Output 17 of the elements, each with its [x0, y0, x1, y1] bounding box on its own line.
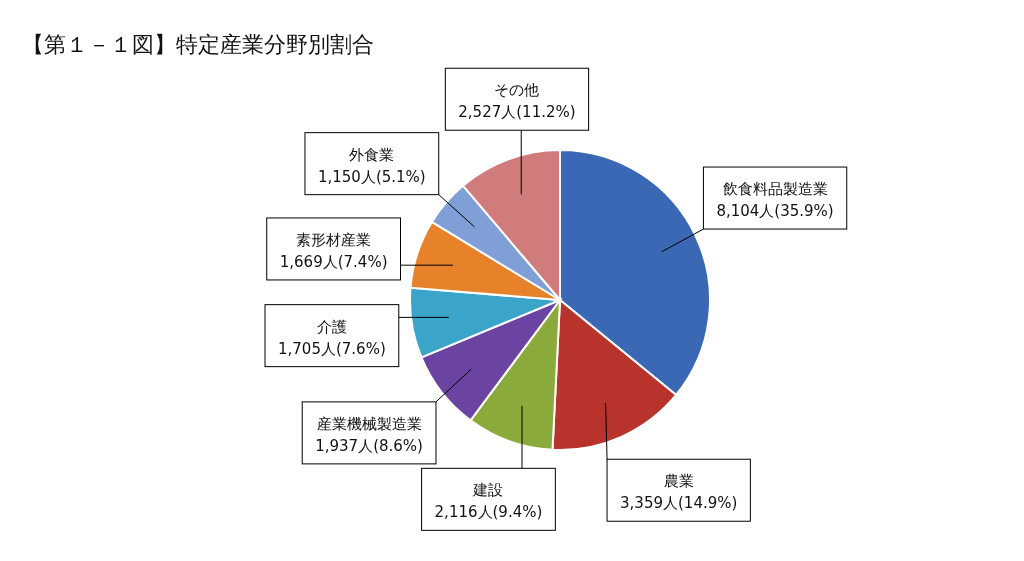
slice-label: 農業: [663, 472, 694, 491]
slice-label: その他: [494, 81, 540, 100]
data-label: 2,527人(11.2%): [458, 103, 576, 122]
data-label: 1,705人(7.6%): [278, 339, 386, 358]
data-label: 1,150人(5.1%): [317, 167, 426, 186]
slice-label: 介護: [316, 317, 347, 336]
slice-label: 外食業: [349, 145, 395, 164]
slice-label: 飲食料品製造業: [722, 180, 828, 199]
data-label: 3,359人(14.9%): [620, 494, 738, 513]
slice-label: 素形材産業: [296, 230, 372, 249]
chart-title: 【第１－１図】特定産業分野別割合: [22, 32, 374, 57]
slice-label: 建設: [472, 481, 504, 500]
data-label: 8,104人(35.9%): [716, 202, 834, 221]
slice-label: 産業機械製造業: [316, 414, 422, 433]
data-label: 2,116人(9.4%): [434, 503, 543, 522]
data-label: 1,937人(8.6%): [315, 436, 423, 455]
data-label: 1,669人(7.4%): [279, 252, 388, 271]
